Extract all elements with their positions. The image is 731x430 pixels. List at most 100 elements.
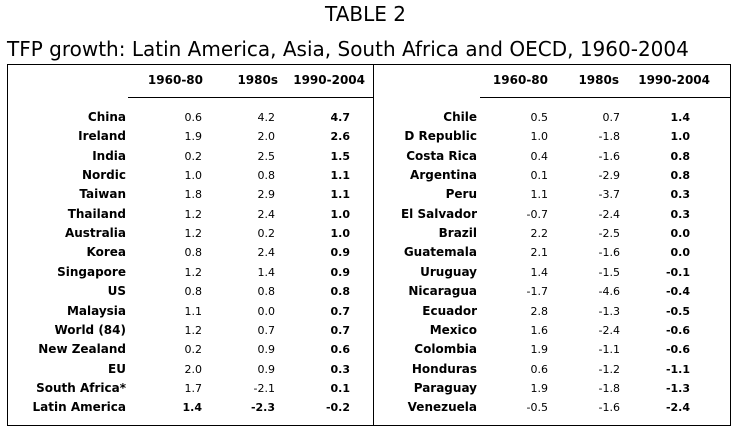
left-cell-1980s: 0.7 bbox=[257, 323, 276, 337]
right-cell-1980s: 0.7 bbox=[602, 111, 621, 124]
left-cell-1980s: 2.4 bbox=[257, 207, 276, 221]
left-cell-1990-2004: 1.0 bbox=[330, 207, 351, 221]
left-row-label: Ireland bbox=[78, 129, 126, 144]
right-table-row: D Republic 1.0 -1.8 1.0 bbox=[0, 127, 731, 146]
left-table-row: Latin America 1.4 -2.3 -0.2 bbox=[0, 398, 731, 417]
left-cell-1960-80: 0.8 bbox=[184, 246, 203, 260]
right-table-row: El Salvador -0.7 -2.4 0.3 bbox=[0, 205, 731, 224]
right-cell-1980s: -1.8 bbox=[598, 381, 620, 395]
right-row-label: Uruguay bbox=[420, 264, 477, 279]
right-row-label: Mexico bbox=[429, 322, 477, 337]
left-cell-1960-80: 1.9 bbox=[184, 130, 203, 144]
left-col-header-1990-2004: 1990-2004 bbox=[293, 73, 365, 87]
left-row-label: Korea bbox=[86, 245, 127, 260]
right-row-label: Costa Rica bbox=[406, 148, 477, 163]
right-cell-1990-2004: 0.3 bbox=[670, 188, 691, 202]
left-cell-1960-80: 0.8 bbox=[184, 285, 203, 299]
left-cell-1980s: 0.2 bbox=[257, 227, 276, 241]
right-table-row: Costa Rica 0.4 -1.6 0.8 bbox=[0, 147, 731, 166]
right-cell-1980s: -3.7 bbox=[598, 188, 620, 202]
right-table-row: Nicaragua -1.7 -4.6 -0.4 bbox=[0, 282, 731, 301]
left-table-row: Korea 0.8 2.4 0.9 bbox=[0, 243, 731, 262]
left-cell-1980s: 0.8 bbox=[257, 285, 276, 299]
left-table-row: Taiwan 1.8 2.9 1.1 bbox=[0, 185, 731, 204]
right-table-row: Peru 1.1 -3.7 0.3 bbox=[0, 185, 731, 204]
right-row-label: Argentina bbox=[410, 168, 477, 183]
left-table-row: Singapore 1.2 1.4 0.9 bbox=[0, 263, 731, 282]
left-row-label: Taiwan bbox=[79, 187, 126, 202]
left-cell-1990-2004: 0.9 bbox=[330, 265, 351, 279]
left-table-row: Ireland 1.9 2.0 2.6 bbox=[0, 127, 731, 146]
left-table-row: India 0.2 2.5 1.5 bbox=[0, 147, 731, 166]
left-cell-1960-80: 1.2 bbox=[184, 323, 203, 337]
left-row-label: India bbox=[92, 148, 126, 163]
left-row-label: Australia bbox=[64, 226, 126, 241]
right-table-row: Uruguay 1.4 -1.5 -0.1 bbox=[0, 263, 731, 282]
right-cell-1960-80: 1.9 bbox=[530, 343, 549, 357]
right-cell-1980s: -4.6 bbox=[598, 285, 620, 299]
left-table-row: Malaysia 1.1 0.0 0.7 bbox=[0, 302, 731, 321]
right-cell-1980s: -2.9 bbox=[598, 169, 620, 183]
right-cell-1960-80: -0.7 bbox=[526, 207, 548, 221]
left-cell-1990-2004: 1.1 bbox=[330, 188, 351, 202]
left-table-row: Australia 1.2 0.2 1.0 bbox=[0, 224, 731, 243]
right-header-rule bbox=[480, 97, 731, 98]
right-cell-1980s: -1.6 bbox=[598, 246, 620, 260]
right-row-label: El Salvador bbox=[400, 206, 477, 221]
right-cell-1960-80: 0.1 bbox=[530, 169, 549, 183]
right-cell-1980s: -1.6 bbox=[598, 401, 620, 415]
right-table-row: Colombia 1.9 -1.1 -0.6 bbox=[0, 340, 731, 359]
right-table-row: Paraguay 1.9 -1.8 -1.3 bbox=[0, 379, 731, 398]
left-cell-1960-80: 2.0 bbox=[184, 362, 203, 376]
right-cell-1960-80: -0.5 bbox=[526, 401, 548, 415]
right-col-header-1980s: 1980s bbox=[578, 73, 619, 87]
left-cell-1990-2004: -0.2 bbox=[325, 401, 350, 415]
left-row-label: South Africa* bbox=[36, 380, 126, 395]
table-subtitle: TFP growth: Latin America, Asia, South A… bbox=[7, 37, 689, 61]
right-col-header-1990-2004: 1990-2004 bbox=[638, 73, 710, 87]
right-cell-1990-2004: -0.6 bbox=[665, 323, 690, 337]
right-row-label: Peru bbox=[445, 187, 477, 202]
right-col-header-1960-80: 1960-80 bbox=[492, 73, 548, 87]
right-cell-1960-80: 1.6 bbox=[530, 323, 549, 337]
right-cell-1990-2004: 0.0 bbox=[670, 246, 691, 260]
left-row-label: US bbox=[107, 284, 126, 299]
right-row-label: Colombia bbox=[414, 342, 477, 357]
left-cell-1990-2004: 0.6 bbox=[330, 343, 351, 357]
right-row-label: Brazil bbox=[438, 226, 477, 241]
right-cell-1960-80: 2.1 bbox=[530, 246, 549, 260]
left-table-row: World (84) 1.2 0.7 0.7 bbox=[0, 321, 731, 340]
right-cell-1980s: -1.2 bbox=[598, 362, 620, 376]
left-cell-1980s: 4.2 bbox=[257, 111, 276, 124]
left-cell-1990-2004: 0.9 bbox=[330, 246, 351, 260]
left-cell-1960-80: 0.2 bbox=[184, 343, 203, 357]
left-cell-1980s: 0.9 bbox=[257, 343, 276, 357]
left-cell-1990-2004: 1.0 bbox=[330, 227, 351, 241]
right-cell-1980s: -1.3 bbox=[598, 304, 620, 318]
right-cell-1960-80: 2.2 bbox=[530, 227, 549, 241]
left-table-row: South Africa* 1.7 -2.1 0.1 bbox=[0, 379, 731, 398]
right-row-label: Guatemala bbox=[403, 245, 477, 260]
left-cell-1980s: 0.0 bbox=[257, 304, 276, 318]
left-row-label: Nordic bbox=[81, 168, 126, 183]
right-cell-1990-2004: 0.3 bbox=[670, 207, 691, 221]
left-cell-1960-80: 0.2 bbox=[184, 149, 203, 163]
left-row-label: Thailand bbox=[67, 206, 126, 221]
left-cell-1960-80: 1.8 bbox=[184, 188, 203, 202]
left-table-row: Thailand 1.2 2.4 1.0 bbox=[0, 205, 731, 224]
left-cell-1990-2004: 0.7 bbox=[330, 323, 351, 337]
right-cell-1960-80: -1.7 bbox=[526, 285, 548, 299]
right-cell-1980s: -2.4 bbox=[598, 207, 620, 221]
right-cell-1990-2004: -0.6 bbox=[665, 343, 690, 357]
left-cell-1960-80: 1.0 bbox=[184, 169, 203, 183]
right-row-label: D Republic bbox=[404, 129, 477, 144]
left-table-row: China 0.6 4.2 4.7 bbox=[0, 108, 731, 127]
right-cell-1990-2004: -0.5 bbox=[665, 304, 690, 318]
left-row-label: EU bbox=[108, 361, 126, 376]
left-cell-1980s: 2.9 bbox=[257, 188, 276, 202]
right-table-row: Argentina 0.1 -2.9 0.8 bbox=[0, 166, 731, 185]
right-table-row: Guatemala 2.1 -1.6 0.0 bbox=[0, 243, 731, 262]
right-cell-1960-80: 1.4 bbox=[530, 265, 549, 279]
right-cell-1980s: -1.5 bbox=[598, 265, 620, 279]
left-col-header-1980s: 1980s bbox=[237, 73, 278, 87]
